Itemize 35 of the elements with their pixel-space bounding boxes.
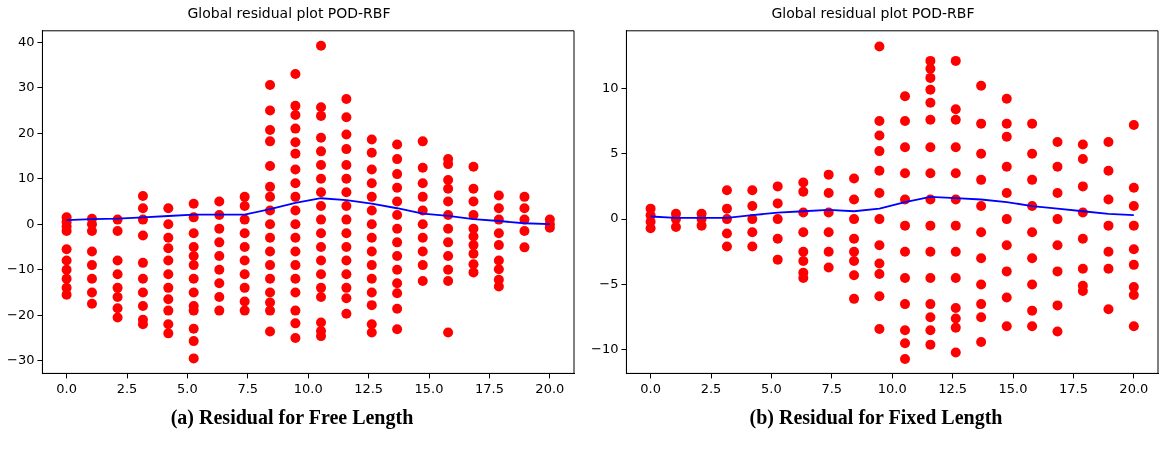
x-tick-label: 15.0 [414,380,444,396]
text: (a) Residual for Free Length [170,406,414,429]
y-tick-label: −10 [7,261,35,277]
y-tick-label: −20 [7,306,35,322]
x-tick-label: 17.5 [1058,380,1088,396]
chart-title: Global residual plot POD-RBF [771,5,975,22]
x-tick-label: 7.5 [237,380,259,396]
y-tick-label: 0 [26,215,35,231]
y-tick-label: −10 [591,341,619,357]
y-tick-label: 5 [610,145,619,161]
x-tick-label: 10.0 [293,380,323,396]
x-tick-label: 12.5 [938,380,968,396]
y-tick-label: −5 [599,275,619,291]
x-tick-label: 5.0 [177,380,198,396]
y-tick-label: 20 [17,124,35,140]
x-tick-label: 17.5 [474,380,504,396]
x-tick-label: 10.0 [877,380,907,396]
x-tick-label: 20.0 [535,380,565,396]
x-tick-label: 0.0 [56,380,77,396]
x-tick-label: 12.5 [354,380,384,396]
y-tick-label: −30 [7,352,35,368]
x-tick-label: 20.0 [1119,380,1149,396]
x-tick-label: 7.5 [821,380,843,396]
x-tick-label: 0.0 [640,380,661,396]
y-tick-label: 40 [17,33,35,49]
chart-title: Global residual plot POD-RBF [187,5,391,22]
x-tick-label: 5.0 [761,380,782,396]
y-tick-label: 10 [601,79,619,95]
x-tick-label: 2.5 [700,380,722,396]
text: (b) Residual for Fixed Length [749,406,1003,429]
x-tick-label: 2.5 [116,380,138,396]
x-tick-label: 15.0 [998,380,1028,396]
y-tick-label: 30 [17,79,35,95]
y-tick-label: 0 [610,210,619,226]
y-tick-label: 10 [17,170,35,186]
